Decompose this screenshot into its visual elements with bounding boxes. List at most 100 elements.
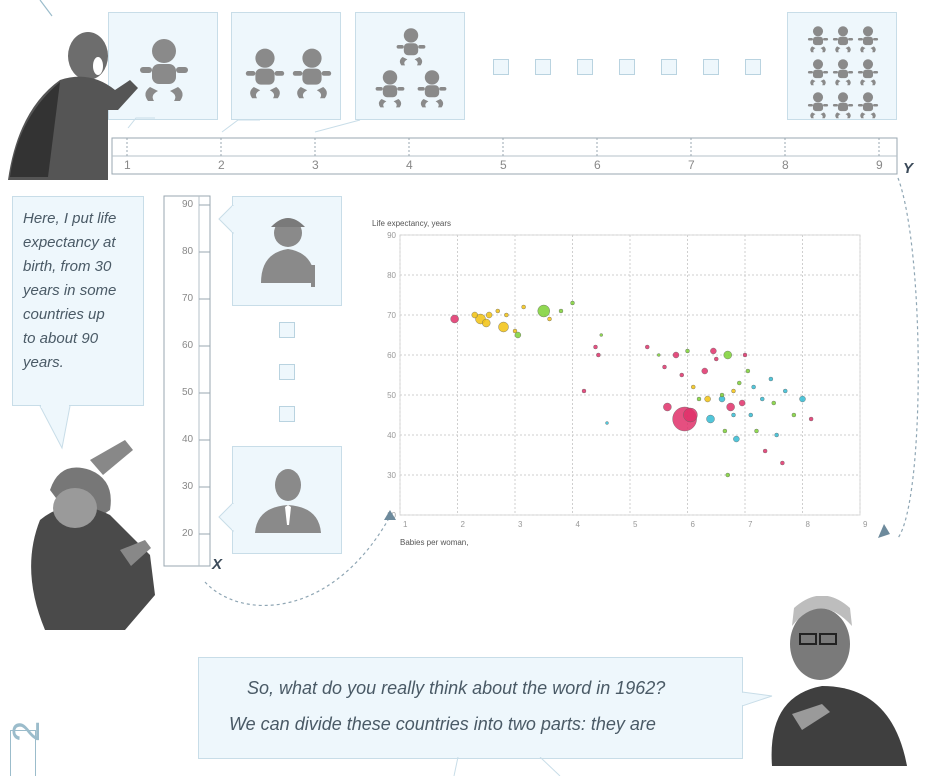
data-point <box>733 435 740 443</box>
caption-tail <box>39 400 71 450</box>
caption-bottom-line2: We can divide these countries into two p… <box>229 714 656 734</box>
data-point <box>760 396 765 402</box>
caption-left-line: years. <box>23 354 64 371</box>
data-point <box>774 432 779 438</box>
data-point <box>768 376 774 382</box>
y-ruler-tick-label: 90 <box>182 199 194 210</box>
x-ruler-tick-label: 8 <box>782 158 789 172</box>
data-point <box>471 311 478 319</box>
data-point <box>808 416 814 422</box>
x-tick-label: 7 <box>748 520 753 529</box>
y-axis-letter: Y <box>903 160 914 177</box>
x-tick-label: 5 <box>633 520 638 529</box>
data-point <box>737 380 742 386</box>
caption-left-line: expectancy at <box>23 234 116 251</box>
data-point <box>657 353 661 357</box>
data-point <box>498 321 509 333</box>
baby-icon <box>375 28 447 108</box>
caption-left-line: countries up <box>23 306 105 323</box>
old-person-box <box>232 196 342 306</box>
placeholder-square <box>661 59 677 75</box>
data-point <box>704 395 711 403</box>
data-point <box>672 351 680 359</box>
x-ruler-tick-label: 1 <box>124 158 131 172</box>
baby-icon <box>245 48 332 99</box>
data-point <box>521 304 526 310</box>
placeholder-square <box>535 59 551 75</box>
x-axis-letter: X <box>212 556 223 573</box>
data-point <box>495 308 500 314</box>
x-tick-label: 3 <box>518 520 523 529</box>
data-point <box>726 402 735 412</box>
data-point <box>742 352 748 358</box>
presenter-figure <box>771 596 907 766</box>
data-point <box>537 304 550 318</box>
up-arrow-icon <box>384 510 396 520</box>
placeholder-square <box>619 59 635 75</box>
y-ruler-tick-label: 40 <box>182 434 194 445</box>
data-point <box>683 407 698 423</box>
caption-bottom-line1: So, what do you really think about the w… <box>247 678 666 698</box>
x-ruler-tick-label: 2 <box>218 158 225 172</box>
data-point <box>599 333 603 337</box>
data-point <box>593 344 598 350</box>
data-point <box>696 396 702 402</box>
y-tick-label: 80 <box>387 271 396 280</box>
data-point <box>512 328 518 334</box>
data-point <box>450 314 459 324</box>
placeholder-square <box>577 59 593 75</box>
data-point <box>679 372 684 378</box>
data-point <box>645 344 650 350</box>
horizontal-ruler <box>111 117 898 175</box>
y-tick-label: 90 <box>387 231 396 240</box>
data-point <box>706 414 715 424</box>
x-ruler-tick-label: 9 <box>876 158 883 172</box>
two-babies-box <box>231 12 341 120</box>
data-point <box>514 331 522 339</box>
data-point <box>558 308 564 314</box>
y-ruler-tick-label: 20 <box>182 528 194 539</box>
data-point <box>663 402 672 412</box>
old-person-box-pointer <box>218 205 234 235</box>
placeholder-square <box>745 59 761 75</box>
caption-left: Here, I put life expectancy at birth, from… <box>12 196 144 406</box>
data-point <box>570 300 575 306</box>
x-ruler-tick-label: 3 <box>312 158 319 172</box>
data-point <box>504 312 509 318</box>
data-point <box>714 356 719 362</box>
caption-bottom: So, what do you really think about the w… <box>198 657 743 759</box>
dashed-connectors <box>204 177 919 606</box>
data-point <box>581 388 587 394</box>
young-person-box-pointer <box>218 503 234 533</box>
three-babies-box <box>355 12 465 120</box>
placeholder-square <box>279 364 295 380</box>
page-number-frame <box>10 730 36 776</box>
y-tick-label: 30 <box>387 471 396 480</box>
y-ruler-tick-label: 80 <box>182 246 194 257</box>
data-point <box>596 352 601 358</box>
data-point <box>485 311 493 319</box>
data-point <box>719 392 725 398</box>
y-ruler-tick-label: 50 <box>182 387 194 398</box>
x-tick-label: 8 <box>806 520 811 529</box>
caption-left-line: years in some <box>23 282 117 299</box>
data-point <box>685 348 690 354</box>
x-tick-label: 6 <box>691 520 696 529</box>
baby-icon <box>807 26 879 119</box>
x-tick-label: 4 <box>576 520 581 529</box>
data-point <box>738 399 746 407</box>
data-point <box>722 428 728 434</box>
data-point <box>762 448 768 454</box>
data-point <box>482 318 491 328</box>
presenter-figure <box>8 0 138 180</box>
data-point <box>751 384 756 390</box>
data-point <box>731 412 736 418</box>
y-tick-label: 40 <box>387 431 396 440</box>
baby-icon <box>140 39 188 101</box>
x-ruler-tick-label: 6 <box>594 158 601 172</box>
one-baby-box <box>108 12 218 120</box>
data-point <box>799 395 806 403</box>
x-ruler-tick-label: 4 <box>406 158 413 172</box>
data-point <box>723 350 732 360</box>
x-ruler-tick-label: 5 <box>500 158 507 172</box>
